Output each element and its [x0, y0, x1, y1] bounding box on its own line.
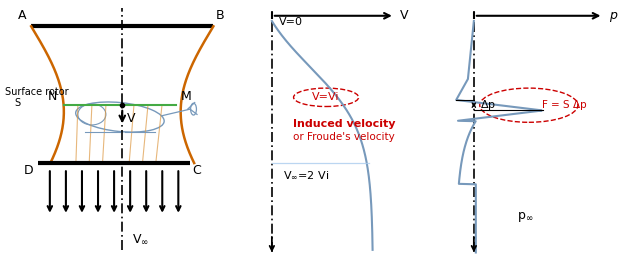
Text: M: M — [181, 90, 191, 103]
Text: Surface rotor: Surface rotor — [6, 87, 69, 97]
Text: Induced velocity: Induced velocity — [293, 119, 396, 129]
Text: C: C — [193, 164, 201, 177]
Text: A: A — [18, 9, 26, 22]
Text: N: N — [47, 90, 57, 103]
Text: V: V — [400, 9, 409, 22]
Text: V$_{\infty}$: V$_{\infty}$ — [133, 233, 150, 246]
Text: V: V — [127, 112, 135, 125]
Text: or Froude's velocity: or Froude's velocity — [293, 132, 395, 142]
Text: S: S — [15, 98, 21, 108]
Text: V=Vi: V=Vi — [312, 92, 340, 102]
Text: B: B — [216, 9, 224, 22]
Text: p$_{\infty}$: p$_{\infty}$ — [516, 210, 533, 224]
Text: V=0: V=0 — [279, 17, 303, 27]
Text: V$_{\infty}$=2 Vi: V$_{\infty}$=2 Vi — [283, 170, 329, 181]
Text: D: D — [24, 164, 34, 177]
Text: $\Delta$p: $\Delta$p — [480, 98, 496, 112]
Text: F = S $\Delta$p: F = S $\Delta$p — [541, 98, 587, 112]
Text: p: p — [609, 9, 617, 22]
